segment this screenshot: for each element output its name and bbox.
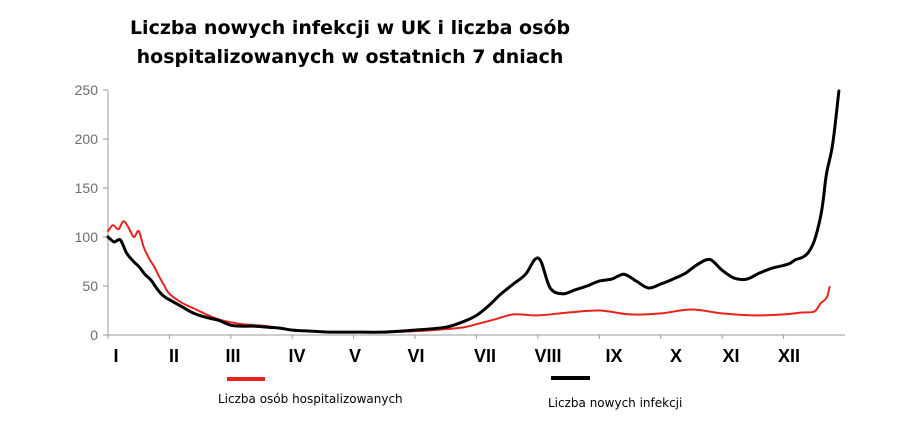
chart-title-line2: hospitalizowanych w ostatnich 7 dniach (136, 46, 564, 68)
chart-axes (107, 90, 845, 336)
y-tick-label: 250 (75, 82, 99, 98)
series-group (106, 89, 841, 334)
x-tick-label: II (169, 346, 179, 366)
x-tick-label: IX (605, 346, 622, 366)
y-tick-label: 100 (75, 229, 99, 245)
x-tick-label: VIII (534, 346, 561, 366)
x-tick-label: XII (778, 346, 800, 366)
x-tick-label: V (349, 346, 361, 366)
legend-swatch-infections (551, 376, 590, 380)
legend-label-hospitalized: Liczba osób hospitalizowanych (218, 392, 403, 406)
legend-label-infections: Liczba nowych infekcji (548, 396, 683, 410)
x-tick-group: I II III IV V VI VII VIII IX X XI XII (107, 335, 800, 366)
x-tick-label: X (670, 346, 682, 366)
y-tick-label: 150 (75, 180, 99, 196)
chart-title-line1: Liczba nowych infekcji w UK i liczba osó… (129, 17, 571, 39)
series-line-hospitalized (107, 220, 831, 334)
x-tick-label: III (225, 346, 240, 366)
x-tick-label: VII (474, 346, 496, 366)
y-tick-label: 0 (90, 327, 98, 343)
y-tick-label: 200 (75, 131, 99, 147)
series-line-infections (106, 89, 841, 334)
y-tick-group: 0 50 100 150 200 250 (75, 82, 108, 343)
x-tick-label: I (113, 346, 118, 366)
y-tick-label: 50 (82, 278, 98, 294)
chart-title: Liczba nowych infekcji w UK i liczba osó… (100, 14, 600, 72)
legend-swatch-hospitalized (227, 377, 265, 381)
x-tick-label: IV (288, 346, 305, 366)
x-tick-label: VI (407, 346, 424, 366)
x-tick-label: XI (722, 346, 739, 366)
